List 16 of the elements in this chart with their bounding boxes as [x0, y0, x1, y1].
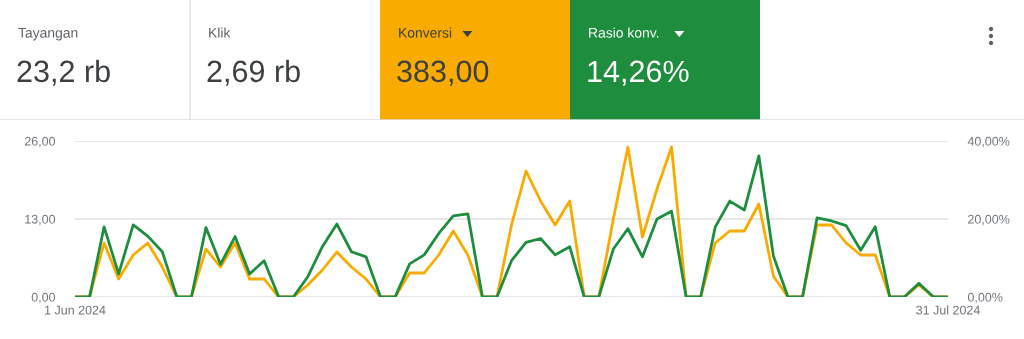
y-tick-label: 26,00 [24, 136, 56, 148]
text: 2,69 rb [207, 59, 300, 86]
text: Tayangan [18, 28, 78, 41]
x-tick-label: 1 Jun 2024 [45, 305, 106, 315]
text: 14,26% [588, 60, 689, 86]
y-tick-label: 13,00 [25, 214, 56, 226]
y2-tick-label: 40,00% [967, 136, 1010, 148]
text: 383,00 [397, 60, 489, 86]
text: 23,2 rb [17, 59, 110, 86]
y-tick-label: 0,00 [31, 292, 56, 304]
text: Konversi [399, 27, 452, 38]
text: Rasio konv. [589, 27, 659, 38]
y2-tick-label: 0,00% [967, 292, 1003, 304]
text: Klik [209, 27, 231, 38]
y2-tick-label: 20,00% [968, 214, 1010, 226]
x-tick-label: 31 Jul 2024 [916, 305, 980, 315]
